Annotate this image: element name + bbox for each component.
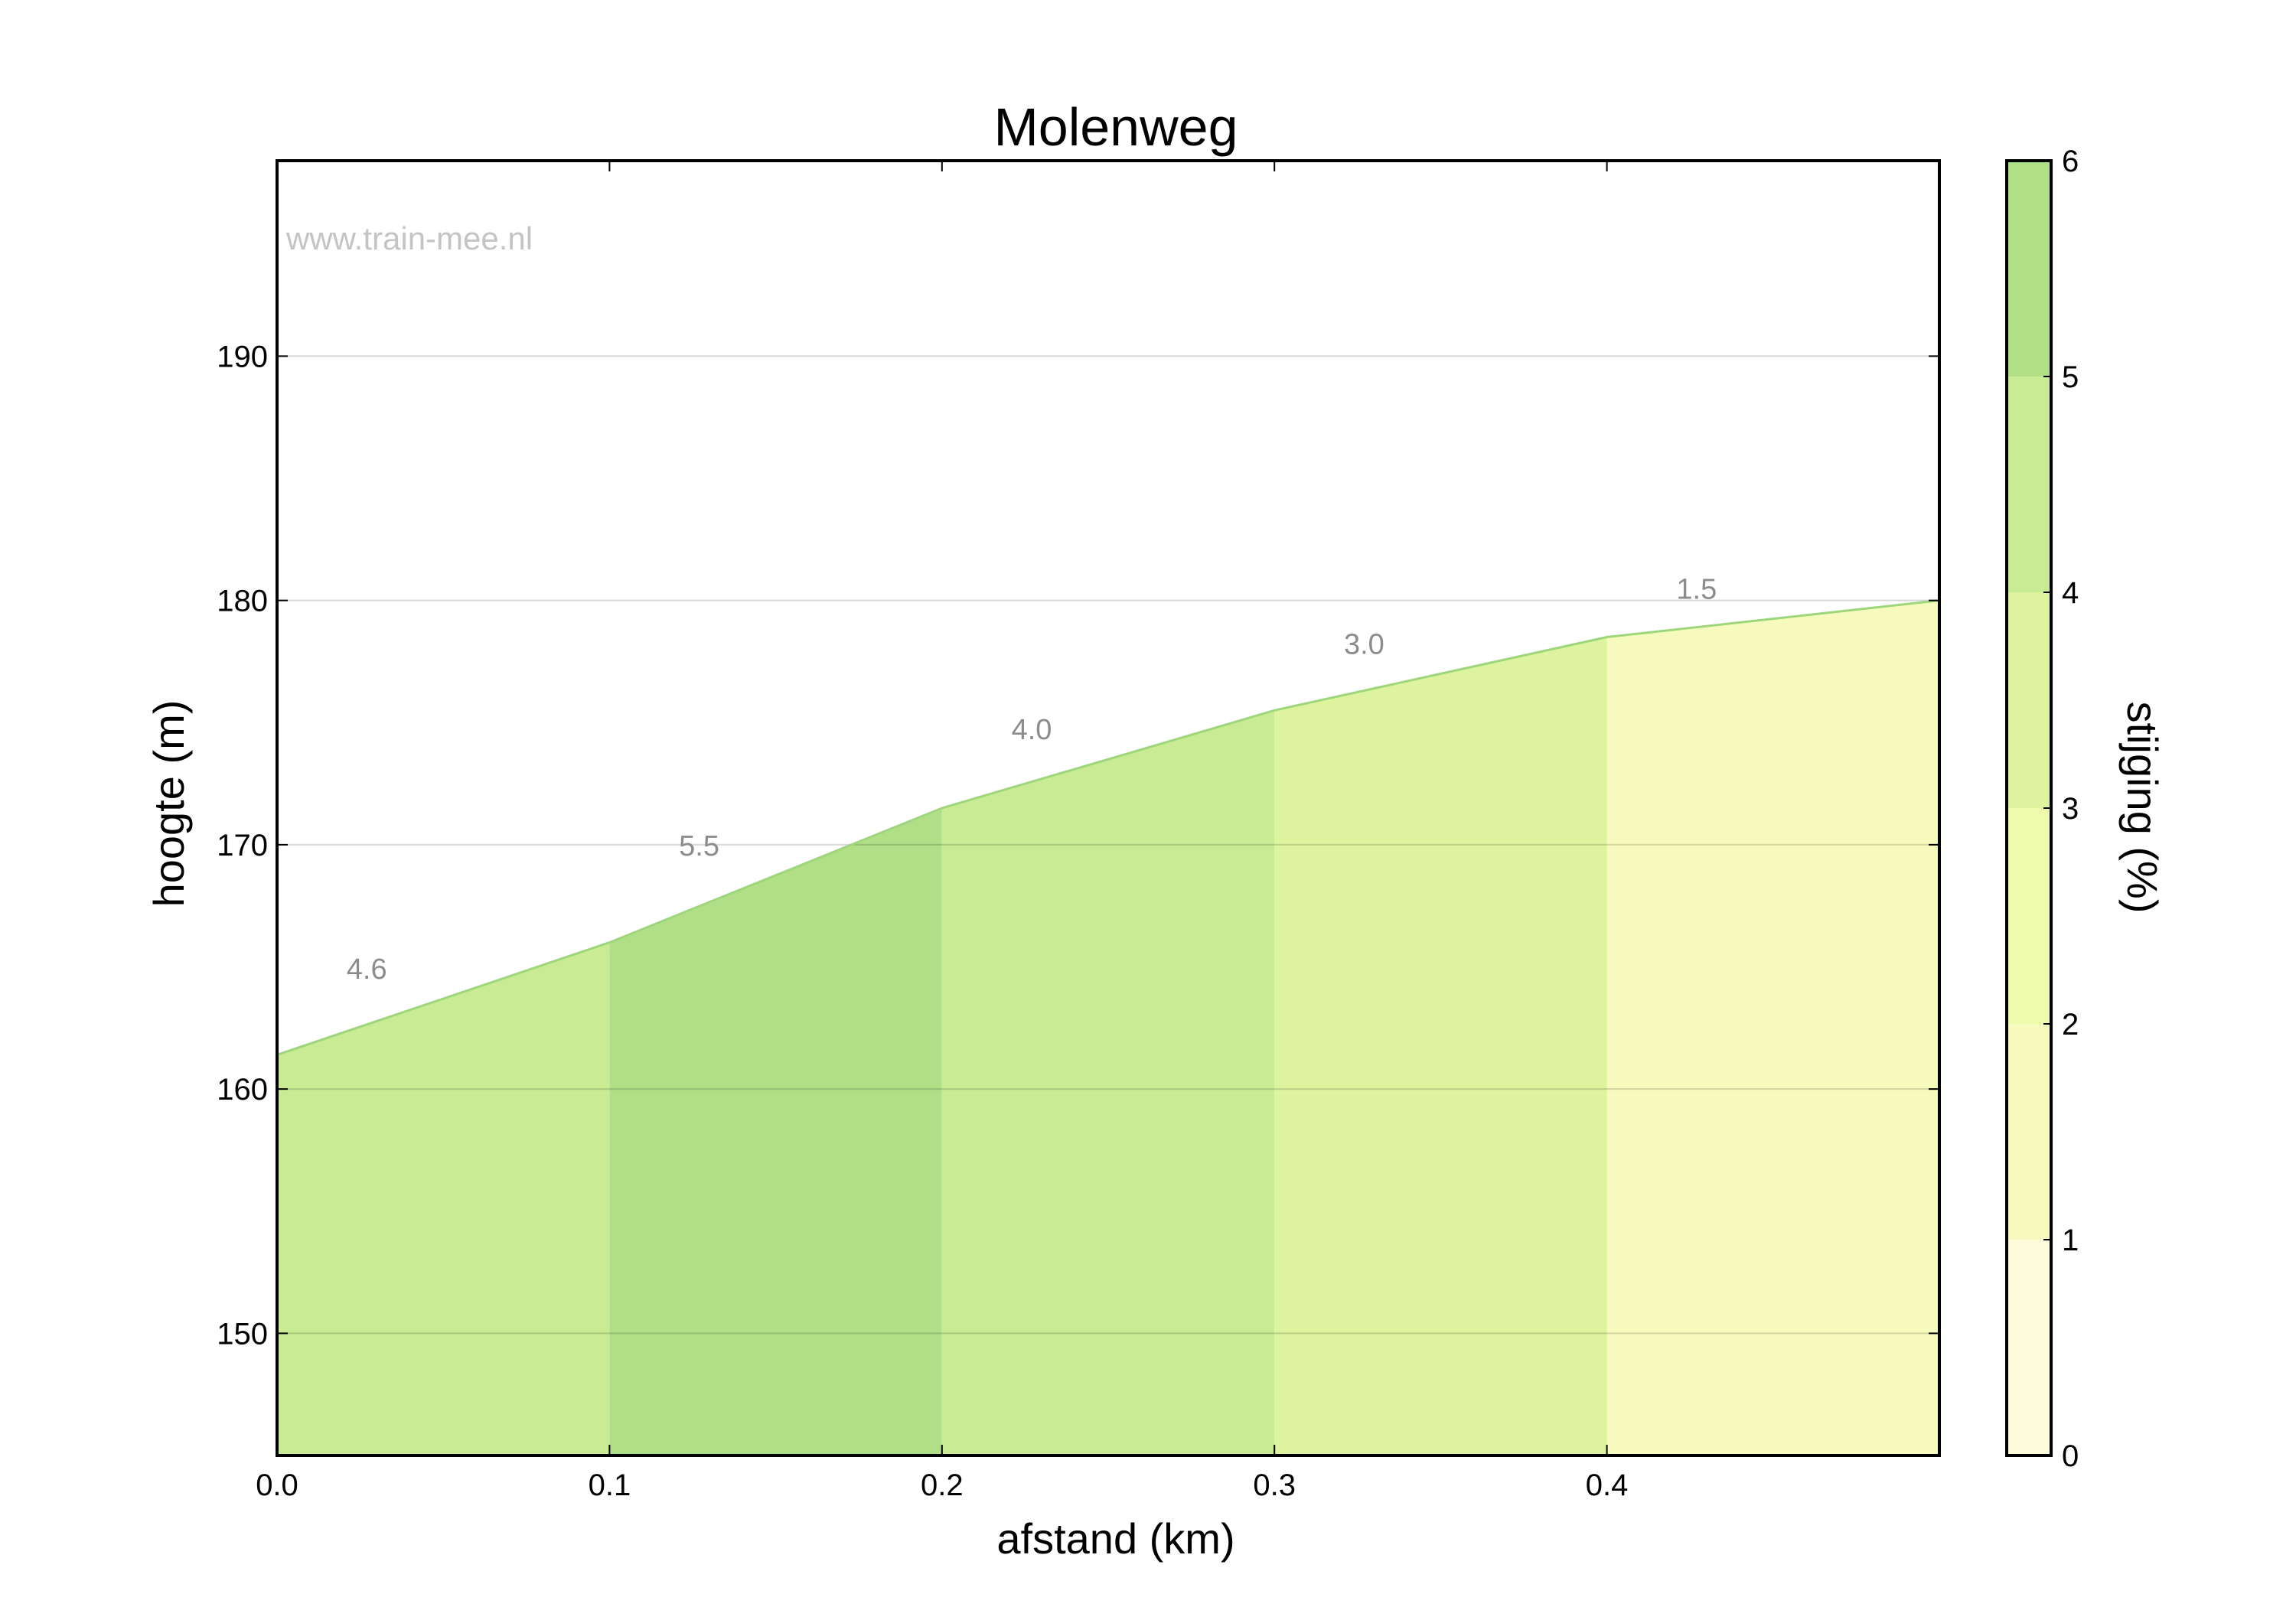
x-axis-label: afstand (km) bbox=[996, 1514, 1234, 1563]
profile-line bbox=[276, 599, 1940, 1056]
segment-label-1: 4.6 bbox=[347, 953, 387, 986]
colorbar-band-2 bbox=[2007, 808, 2051, 1024]
colorbar-label: stijging (%) bbox=[2118, 702, 2167, 914]
watermark-text: www.train-mee.nl bbox=[285, 220, 533, 256]
plot-frame bbox=[276, 159, 1941, 1457]
segment-label-2: 5.5 bbox=[679, 830, 719, 862]
colorbar-tick-label-5: 5 bbox=[2062, 360, 2079, 394]
x-tick-label-4: 0.4 bbox=[1586, 1468, 1629, 1502]
profile-segment-3 bbox=[941, 710, 1275, 1455]
y-tick-label-2: 170 bbox=[217, 829, 268, 862]
y-tick-label-4: 190 bbox=[217, 340, 268, 373]
y-tick-label-1: 160 bbox=[217, 1073, 268, 1107]
colorbar-tick-label-1: 1 bbox=[2062, 1224, 2079, 1257]
profile-segment-4 bbox=[1274, 637, 1607, 1455]
colorbar-band-4 bbox=[2007, 376, 2051, 592]
colorbar-tick-label-2: 2 bbox=[2062, 1008, 2079, 1041]
x-tick-label-1: 0.1 bbox=[589, 1468, 631, 1502]
x-tick-label-3: 0.3 bbox=[1253, 1468, 1296, 1502]
segment-label-5: 1.5 bbox=[1676, 574, 1717, 606]
colorbar-tick-label-0: 0 bbox=[2062, 1439, 2079, 1473]
colorbar-tick-label-6: 6 bbox=[2062, 145, 2079, 178]
colorbar-band-3 bbox=[2007, 592, 2051, 808]
chart-title: Molenweg bbox=[993, 97, 1238, 157]
colorbar-tick-label-4: 4 bbox=[2062, 576, 2079, 610]
colorbar-band-1 bbox=[2007, 1024, 2051, 1240]
y-tick-label-0: 150 bbox=[217, 1317, 268, 1351]
x-tick-label-0: 0.0 bbox=[256, 1468, 298, 1502]
y-tick-label-3: 180 bbox=[217, 585, 268, 618]
profile-segment-1 bbox=[277, 942, 610, 1455]
segment-label-3: 4.0 bbox=[1012, 714, 1052, 746]
colorbar: 0 1 2 3 4 5 6 bbox=[2005, 145, 2079, 1473]
plot-area: 4.6 5.5 4.0 3.0 1.5 0.0 0.1 0.2 0.3 0.4 150 160 170 1… bbox=[217, 159, 1941, 1502]
x-tick-label-2: 0.2 bbox=[921, 1468, 964, 1502]
profile-segment-5 bbox=[1606, 600, 1939, 1455]
colorbar-band-0 bbox=[2007, 1240, 2051, 1455]
y-axis-label: hoogte (m) bbox=[145, 700, 193, 908]
segment-label-4: 3.0 bbox=[1344, 628, 1384, 660]
colorbar-band-5 bbox=[2007, 161, 2051, 376]
colorbar-tick-label-3: 3 bbox=[2062, 792, 2079, 826]
profile-segment-2 bbox=[609, 808, 942, 1455]
